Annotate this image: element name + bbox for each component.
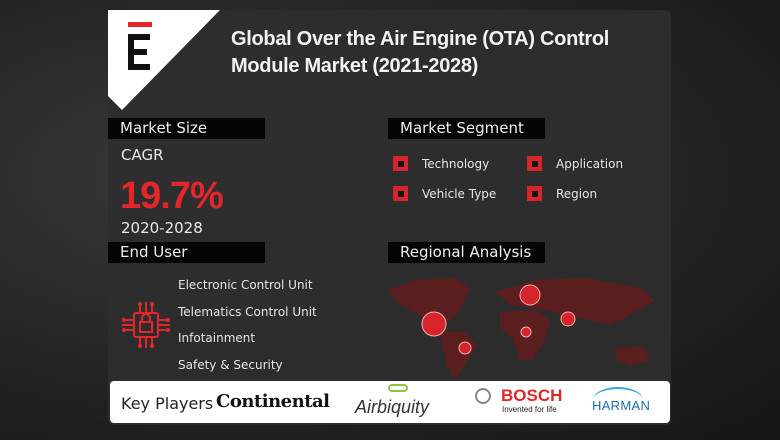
end-user-item: Telematics Control Unit xyxy=(178,305,317,319)
market-segment-heading: Market Segment xyxy=(388,118,545,139)
continental-logo: Continental xyxy=(216,391,330,412)
bullet-icon xyxy=(527,186,542,201)
bosch-armature-icon xyxy=(475,388,491,404)
segment-label: Application xyxy=(556,156,624,171)
region-marker xyxy=(519,284,541,306)
segment-label: Technology xyxy=(422,156,490,171)
segment-item: Vehicle Type xyxy=(393,186,496,201)
infographic-panel xyxy=(108,10,671,425)
airbiquity-mark-icon xyxy=(388,384,408,392)
segment-item: Application xyxy=(527,156,623,171)
bullet-icon xyxy=(527,156,542,171)
page-title: Global Over the Air Engine (OTA) Control… xyxy=(231,26,609,80)
region-marker xyxy=(421,311,447,337)
end-user-item: Infotainment xyxy=(178,331,256,345)
bullet-icon xyxy=(393,186,408,201)
segment-label: Vehicle Type xyxy=(422,186,497,201)
key-players-label: Key Players xyxy=(121,394,214,413)
period-label: 2020-2028 xyxy=(121,219,203,237)
cagr-label: CAGR xyxy=(121,146,164,164)
segment-item: Region xyxy=(527,186,597,201)
segment-label: Region xyxy=(556,186,598,201)
map-south-america xyxy=(440,332,477,380)
regional-analysis-heading: Regional Analysis xyxy=(388,242,545,263)
harman-logo: HARMAN xyxy=(592,398,651,413)
bosch-logo: BOSCH xyxy=(501,386,563,405)
segment-item: Technology xyxy=(393,156,489,171)
bullet-icon xyxy=(393,156,408,171)
region-marker xyxy=(560,311,576,327)
harman-swoosh-icon xyxy=(593,387,643,413)
market-size-heading: Market Size xyxy=(108,118,265,139)
map-north-america xyxy=(387,278,470,330)
region-marker xyxy=(458,341,472,355)
bosch-tagline: Invented for life xyxy=(502,405,557,414)
end-user-heading: End User xyxy=(108,242,265,263)
airbiquity-logo: Airbiquity xyxy=(355,397,430,417)
title-line-1: Global Over the Air Engine (OTA) Control xyxy=(231,28,610,50)
logo xyxy=(108,10,220,110)
end-user-item: Safety & Security xyxy=(178,358,283,372)
chip-lock-icon xyxy=(122,302,170,348)
map-australia xyxy=(615,346,650,366)
world-map xyxy=(387,278,655,380)
region-marker xyxy=(520,326,532,338)
end-user-item: Electronic Control Unit xyxy=(178,278,313,292)
cagr-value: 19.7% xyxy=(120,175,224,217)
title-line-2: Module Market (2021-2028) xyxy=(231,55,479,77)
